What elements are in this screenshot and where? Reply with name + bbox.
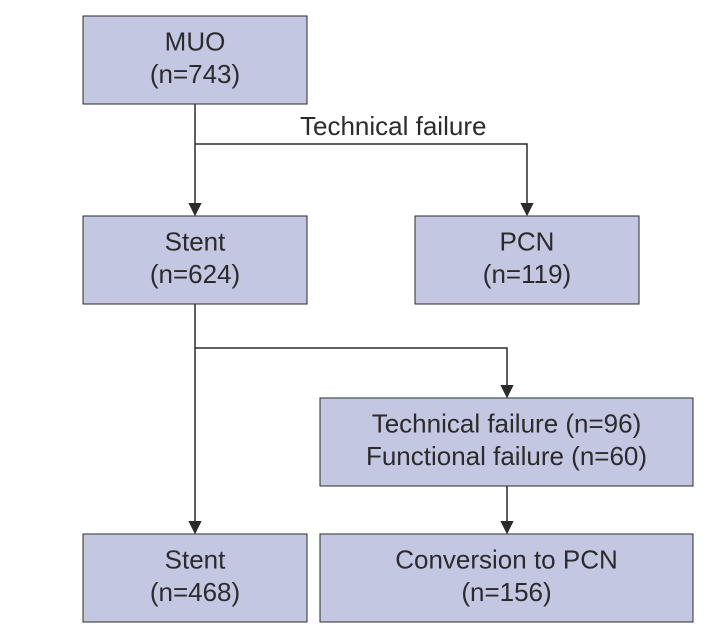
node-pcn: PCN(n=119): [415, 216, 639, 304]
node-label-conv-line1: (n=156): [461, 577, 551, 607]
node-label-fail-line1: Functional failure (n=60): [366, 441, 647, 471]
node-label-muo-line1: (n=743): [150, 59, 240, 89]
node-label-fail-line0: Technical failure (n=96): [372, 409, 642, 439]
node-muo: MUO(n=743): [83, 16, 307, 104]
edge-e4: [195, 348, 507, 396]
node-label-stent2-line0: Stent: [165, 545, 226, 575]
node-fail: Technical failure (n=96)Functional failu…: [320, 398, 693, 486]
node-label-conv-line0: Conversion to PCN: [395, 545, 618, 575]
edge-label-e2: Technical failure: [300, 111, 486, 141]
node-label-pcn-line0: PCN: [500, 227, 555, 257]
node-conv: Conversion to PCN(n=156): [320, 534, 693, 622]
node-stent2: Stent(n=468): [83, 534, 307, 622]
node-label-muo-line0: MUO: [165, 27, 226, 57]
node-label-pcn-line1: (n=119): [483, 259, 571, 289]
node-stent1: Stent(n=624): [83, 216, 307, 304]
edge-e2: [195, 144, 527, 214]
node-label-stent1-line1: (n=624): [150, 259, 240, 289]
flowchart: Technical failureMUO(n=743)Stent(n=624)P…: [0, 0, 721, 637]
node-label-stent1-line0: Stent: [165, 227, 226, 257]
node-label-stent2-line1: (n=468): [150, 577, 240, 607]
nodes: MUO(n=743)Stent(n=624)PCN(n=119)Technica…: [83, 16, 693, 622]
